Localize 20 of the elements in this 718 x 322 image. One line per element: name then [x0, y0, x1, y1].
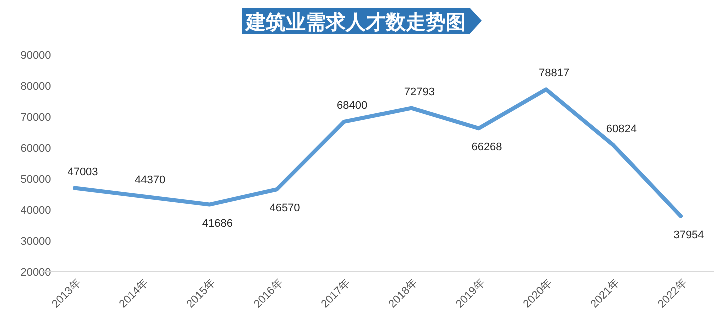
- chart-title: 建筑业需求人才数走势图: [244, 11, 466, 34]
- data-label: 60824: [606, 123, 637, 136]
- data-label: 68400: [337, 100, 368, 112]
- y-tick-label: 60000: [20, 143, 52, 155]
- data-label: 37954: [674, 229, 704, 242]
- y-tick-label: 40000: [20, 205, 52, 217]
- data-label: 72793: [404, 86, 435, 98]
- y-tick-label: 70000: [20, 112, 52, 124]
- y-tick-label: 80000: [20, 81, 52, 93]
- y-tick-label: 90000: [20, 50, 52, 62]
- data-label: 44370: [135, 174, 166, 186]
- y-tick-label: 20000: [20, 267, 52, 279]
- data-label: 41686: [202, 218, 233, 230]
- data-label: 66268: [472, 142, 502, 154]
- data-label: 47003: [68, 166, 98, 178]
- title: 建筑业需求人才数走势图: [242, 8, 482, 34]
- y-tick-label: 30000: [20, 236, 52, 248]
- y-tick-label: 50000: [20, 174, 52, 186]
- data-label: 78817: [539, 68, 570, 80]
- data-label: 46570: [270, 202, 300, 215]
